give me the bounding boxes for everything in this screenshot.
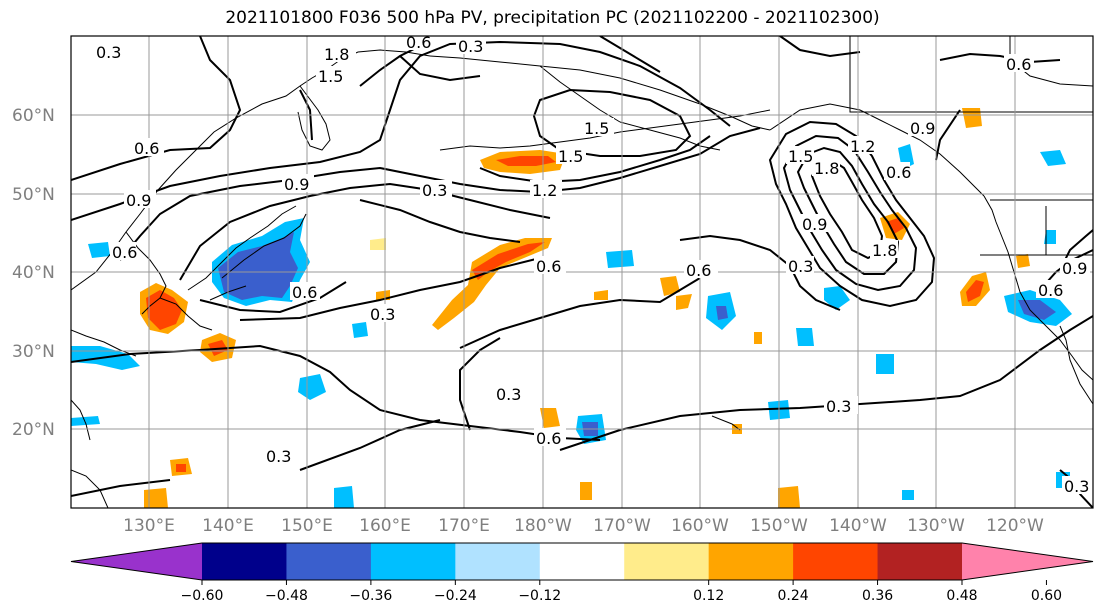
contour-label: 0.6 — [536, 429, 561, 448]
contour-label: 1.8 — [324, 45, 349, 64]
contour-label: 1.8 — [872, 241, 897, 260]
colorbar-tick-label: −0.24 — [434, 588, 477, 601]
latitude-labels: 60°N 50°N 40°N 30°N 20°N — [12, 106, 55, 440]
lon-label: 150°E — [281, 516, 333, 536]
contour-label: 0.6 — [1006, 55, 1031, 74]
lon-label: 170°E — [438, 516, 490, 536]
lon-label: 160°W — [671, 516, 729, 536]
lon-label: 130°W — [907, 516, 965, 536]
colorbar-segment — [455, 543, 541, 580]
colorbar-tick-label: −0.48 — [265, 588, 308, 601]
map-title: 2021101800 F036 500 hPa PV, precipitatio… — [225, 8, 880, 28]
colorbar-tick-label: 0.12 — [693, 588, 724, 601]
contour-label: 0.3 — [96, 43, 121, 62]
colorbar-tick-label: −0.12 — [518, 588, 561, 601]
contour-label: 0.6 — [406, 33, 431, 52]
colorbar-tick-label: 0.24 — [778, 588, 809, 601]
contour-label: 1.5 — [318, 67, 343, 86]
colorbar: −0.60 −0.48 −0.36 −0.24 −0.12 0.12 0.24 0.36 0.4… — [70, 542, 1094, 601]
longitude-labels: 130°E 140°E 150°E 160°E 170°E 180°W 170°… — [123, 516, 1044, 536]
contour-label: 0.6 — [292, 283, 317, 302]
lon-label: 130°E — [123, 516, 175, 536]
lat-label: 40°N — [12, 263, 55, 283]
contour-label: 0.3 — [458, 37, 483, 56]
precip-positive-central — [432, 238, 552, 330]
colorbar-segment — [793, 543, 879, 580]
colorbar-tick-label: 0.60 — [1031, 588, 1062, 601]
colorbar-segment — [202, 543, 287, 580]
contour-label: 0.6 — [112, 243, 137, 262]
lon-label: 120°W — [986, 516, 1044, 536]
lat-label: 60°N — [12, 106, 55, 126]
colorbar-segment — [370, 543, 456, 580]
colorbar-segment — [286, 543, 372, 580]
colorbar-tick-label: 0.48 — [946, 588, 977, 601]
lon-label: 180°W — [514, 516, 572, 536]
colorbar-segment — [877, 543, 963, 580]
contour-label: 1.5 — [584, 119, 609, 138]
contour-label: 0.3 — [422, 181, 447, 200]
lat-label: 50°N — [12, 185, 55, 205]
contour-label: 0.6 — [686, 261, 711, 280]
contour-label: 0.3 — [370, 305, 395, 324]
contour-label: 1.5 — [788, 147, 813, 166]
contour-label: 0.3 — [496, 385, 521, 404]
colorbar-extend-min — [71, 543, 202, 580]
colorbar-segment — [539, 543, 625, 580]
lon-label: 170°W — [593, 516, 651, 536]
lon-label: 140°W — [829, 516, 887, 536]
contour-label: 0.3 — [826, 397, 851, 416]
contour-label: 1.2 — [532, 181, 557, 200]
contour-label: 0.9 — [284, 175, 309, 194]
pv-contours — [71, 36, 1093, 508]
contour-label: 0.3 — [266, 447, 291, 466]
contour-label: 0.3 — [788, 257, 813, 276]
contour-label: 0.9 — [1062, 259, 1087, 278]
colorbar-segment — [708, 543, 794, 580]
contour-label: 1.5 — [558, 147, 583, 166]
contour-label: 0.9 — [802, 215, 827, 234]
lon-label: 150°W — [750, 516, 808, 536]
contour-label: 0.6 — [1038, 281, 1063, 300]
contour-label: 1.2 — [850, 137, 875, 156]
contour-label: 0.6 — [134, 139, 159, 158]
colorbar-tick-label: −0.60 — [181, 588, 224, 601]
contour-label: 0.9 — [126, 191, 151, 210]
contour-labels: 0.3 1.8 1.5 0.6 0.3 0.6 0.9 0.6 0.9 0.3 … — [92, 33, 1090, 496]
contour-label: 0.6 — [886, 163, 911, 182]
contour-label: 0.6 — [536, 257, 561, 276]
lon-label: 160°E — [359, 516, 411, 536]
map-border — [70, 35, 1094, 509]
colorbar-tick-label: 0.36 — [862, 588, 893, 601]
contour-label: 1.8 — [814, 159, 839, 178]
lat-label: 30°N — [12, 342, 55, 362]
lat-label: 20°N — [12, 420, 55, 440]
contour-label: 0.9 — [910, 119, 935, 138]
colorbar-segment — [624, 543, 710, 580]
colorbar-extend-max — [962, 543, 1093, 580]
lon-label: 140°E — [202, 516, 254, 536]
contour-label: 0.3 — [1064, 477, 1089, 496]
gridlines — [71, 36, 1093, 508]
colorbar-tick-label: −0.36 — [349, 588, 392, 601]
